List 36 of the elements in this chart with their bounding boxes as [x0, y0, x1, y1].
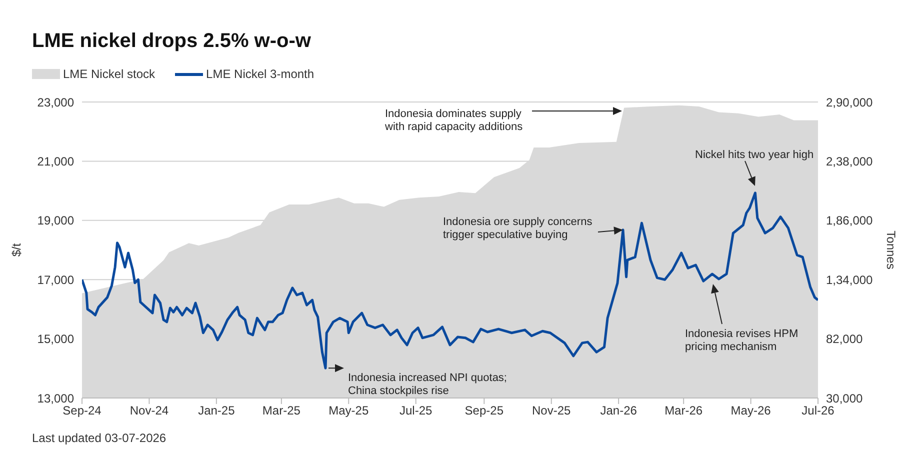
annotation: Indonesia revises HPM pricing mechanism — [685, 328, 798, 353]
x-tick-label: Jan-25 — [198, 404, 236, 418]
y-tick-label: 19,000 — [37, 214, 74, 228]
y2-tick-label: 1,86,000 — [826, 214, 874, 228]
x-tick-label: Mar-25 — [262, 404, 301, 418]
y-axis-title: $/t — [9, 242, 24, 257]
annotation: Indonesia increased NPI quotas; China stockpiles rise — [348, 372, 507, 397]
x-tick-label: Nov-24 — [130, 404, 169, 418]
y2-tick-label: 1,34,000 — [826, 272, 874, 287]
x-tick-label: Jan-26 — [600, 404, 638, 418]
x-tick-label: Sep-25 — [464, 404, 504, 418]
y-tick-label: 23,000 — [37, 95, 74, 110]
y2-tick-label: 2,90,000 — [826, 95, 874, 110]
x-tick-label: May-25 — [328, 404, 369, 418]
x-tick-label: Jul-26 — [802, 404, 835, 418]
x-tick-label: Nov-25 — [532, 404, 572, 418]
text: Last updated 03-07-2026 — [32, 431, 166, 445]
y-tick-label: 17,000 — [37, 272, 74, 287]
y2-tick-label: 82,000 — [826, 332, 864, 346]
chart-title: LME nickel drops 2.5% w-o-w — [32, 30, 311, 53]
x-tick-label: May-26 — [730, 404, 772, 418]
x-tick-label: Sep-24 — [62, 404, 102, 418]
legend-label: LME Nickel 3-month — [206, 67, 314, 81]
y-tick-label: 13,000 — [37, 391, 74, 406]
annotation: Indonesia dominates supply with rapid capacity additions — [384, 108, 524, 133]
legend-label: LME Nickel stock — [63, 67, 156, 81]
x-tick-label: Jul-25 — [400, 404, 433, 418]
line-series — [82, 192, 818, 370]
y2-tick-label: 2,38,000 — [826, 154, 874, 168]
annotation: Indonesia ore supply concerns trigger speculative buying — [443, 216, 593, 241]
annotation: Nickel hits two year high — [695, 149, 814, 161]
y-tick-label: 15,000 — [37, 332, 74, 346]
y-tick-label: 21,000 — [37, 154, 74, 168]
x-tick-label: Mar-26 — [664, 404, 703, 418]
y2-axis-title: Tonnes — [884, 230, 898, 270]
y2-tick-label: 30,000 — [826, 391, 864, 406]
